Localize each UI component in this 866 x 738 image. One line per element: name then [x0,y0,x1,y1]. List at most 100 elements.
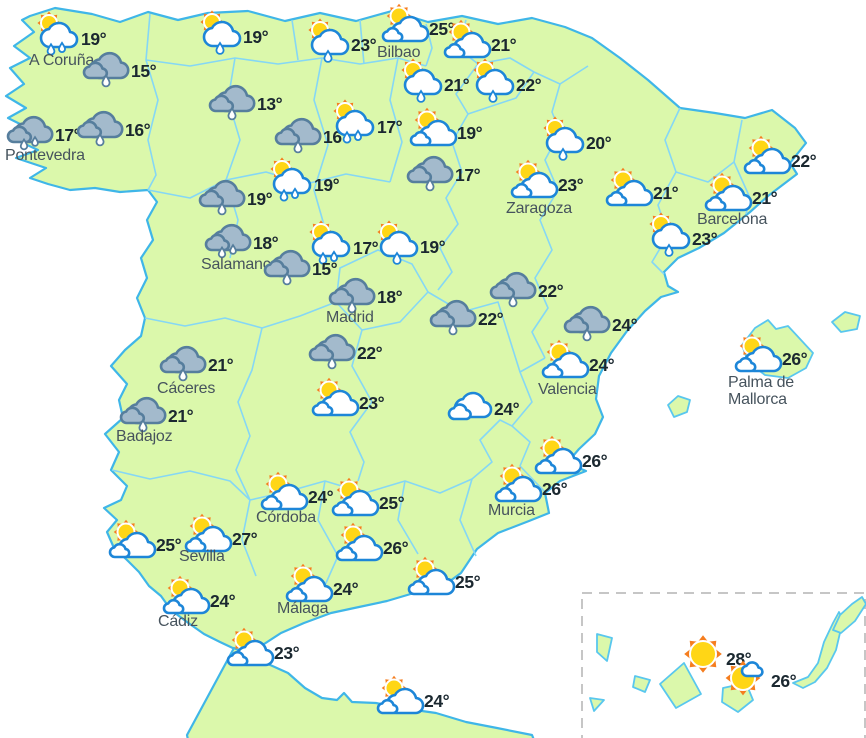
weather-station: 22° [471,58,542,103]
sun-cloud-icon [605,167,654,208]
weather-station: 22° [308,328,383,370]
temperature-label: 24° [210,590,236,611]
city-label: Málaga [277,600,329,617]
temperature-label: 22° [516,74,542,95]
city-label: Zaragoza [506,200,572,217]
temperature-label: 26° [582,450,608,471]
sun-cloud-icon [510,159,559,200]
rain-1-icon [328,272,376,314]
temperature-label: 22° [538,280,564,301]
weather-station: 23° [510,159,584,200]
la-gomera-island [632,675,651,693]
weather-station: 21° [443,19,517,60]
temperature-label: 22° [791,150,817,171]
city-label: Cádiz [158,613,198,630]
weather-station: 25° [407,556,481,597]
city-label: Palma de Mallorca [728,374,794,408]
temperature-label: 13° [257,93,283,114]
sun-cloud-rain-1-icon [198,10,242,55]
city-label: Pontevedra [5,147,85,164]
weather-station: 17° [332,99,403,144]
temperature-label: 19° [314,174,340,195]
temperature-label: 22° [478,308,504,329]
weather-station: 13° [208,79,283,121]
weather-station: 16° [76,105,151,147]
temperature-label: 24° [612,314,638,335]
weather-station: 27° [184,513,258,554]
sun-cloud-rain-1-icon [375,220,419,265]
weather-station: 24° [162,575,236,616]
temperature-label: 21° [444,74,470,95]
temperature-label: 19° [243,26,269,47]
rain-1-icon [82,46,130,88]
sun-cloud-rain-2-icon [332,99,376,144]
temperature-label: 28° [726,648,752,669]
temperature-label: 24° [424,690,450,711]
temperature-label: 21° [168,405,194,426]
weather-station: 24° [563,300,638,342]
weather-station: 19° [198,10,269,55]
temperature-label: 17° [377,116,403,137]
weather-station: 19° [36,11,107,56]
temperature-label: 22° [357,342,383,363]
sun-cloud-rain-1-icon [647,212,691,257]
weather-station: 24° [447,384,520,424]
temperature-label: 24° [308,486,334,507]
city-label: Barcelona [697,211,768,228]
weather-station: 22° [743,135,817,176]
temperature-label: 27° [232,528,258,549]
sun-cloud-icon [285,563,334,604]
sun-cloud-icon [494,463,543,504]
temperature-label: 18° [377,286,403,307]
rain-1-icon [563,300,611,342]
weather-station: 23° [306,18,377,63]
cloud-icon [447,384,493,424]
temperature-label: 25° [455,571,481,592]
rain-1-icon [308,328,356,370]
temperature-label: 26° [771,670,797,691]
weather-station: 19° [198,174,273,216]
weather-station: 21° [159,340,234,382]
temperature-label: 25° [379,492,405,513]
sun-cloud-rain-2-icon [36,11,80,56]
weather-station: 23° [647,212,718,257]
temperature-label: 19° [247,188,273,209]
sun-cloud-rain-1-icon [306,18,350,63]
temperature-label: 23° [359,392,385,413]
temperature-label: 24° [494,398,520,419]
sun-cloud-icon [534,435,583,476]
city-label: Madrid [326,309,374,326]
weather-station: 21° [399,58,470,103]
weather-station: 21° [605,167,679,208]
temperature-label: 21° [208,354,234,375]
sun-cloud-rain-1-icon [399,58,443,103]
city-label: Bilbao [377,44,421,61]
temperature-label: 18° [253,232,279,253]
weather-station: 23° [226,627,300,668]
sun-cloud-icon [381,3,430,44]
temperature-label: 23° [692,228,718,249]
temperature-label: 26° [383,537,409,558]
temperature-label: 20° [586,132,612,153]
weather-station: 22° [489,266,564,308]
temperature-label: 15° [312,258,338,279]
weather-station: 21° [119,391,194,433]
temperature-label: 23° [274,642,300,663]
weather-station: 15° [82,46,157,88]
weather-station: 17° [308,220,379,265]
temperature-label: 23° [558,174,584,195]
city-label: Córdoba [256,509,316,526]
temperature-label: 19° [81,28,107,49]
weather-station: 23° [311,377,385,418]
sun-cloud-icon [108,519,157,560]
rain-1-icon [489,266,537,308]
weather-station: 28° [681,634,752,674]
rain-1-icon [263,244,311,286]
sun-cloud-icon [184,513,233,554]
temperature-label: 19° [420,236,446,257]
sun-cloud-icon [331,477,380,518]
rain-1-icon [159,340,207,382]
sun-cloud-icon [260,471,309,512]
weather-station: 25° [381,3,455,44]
